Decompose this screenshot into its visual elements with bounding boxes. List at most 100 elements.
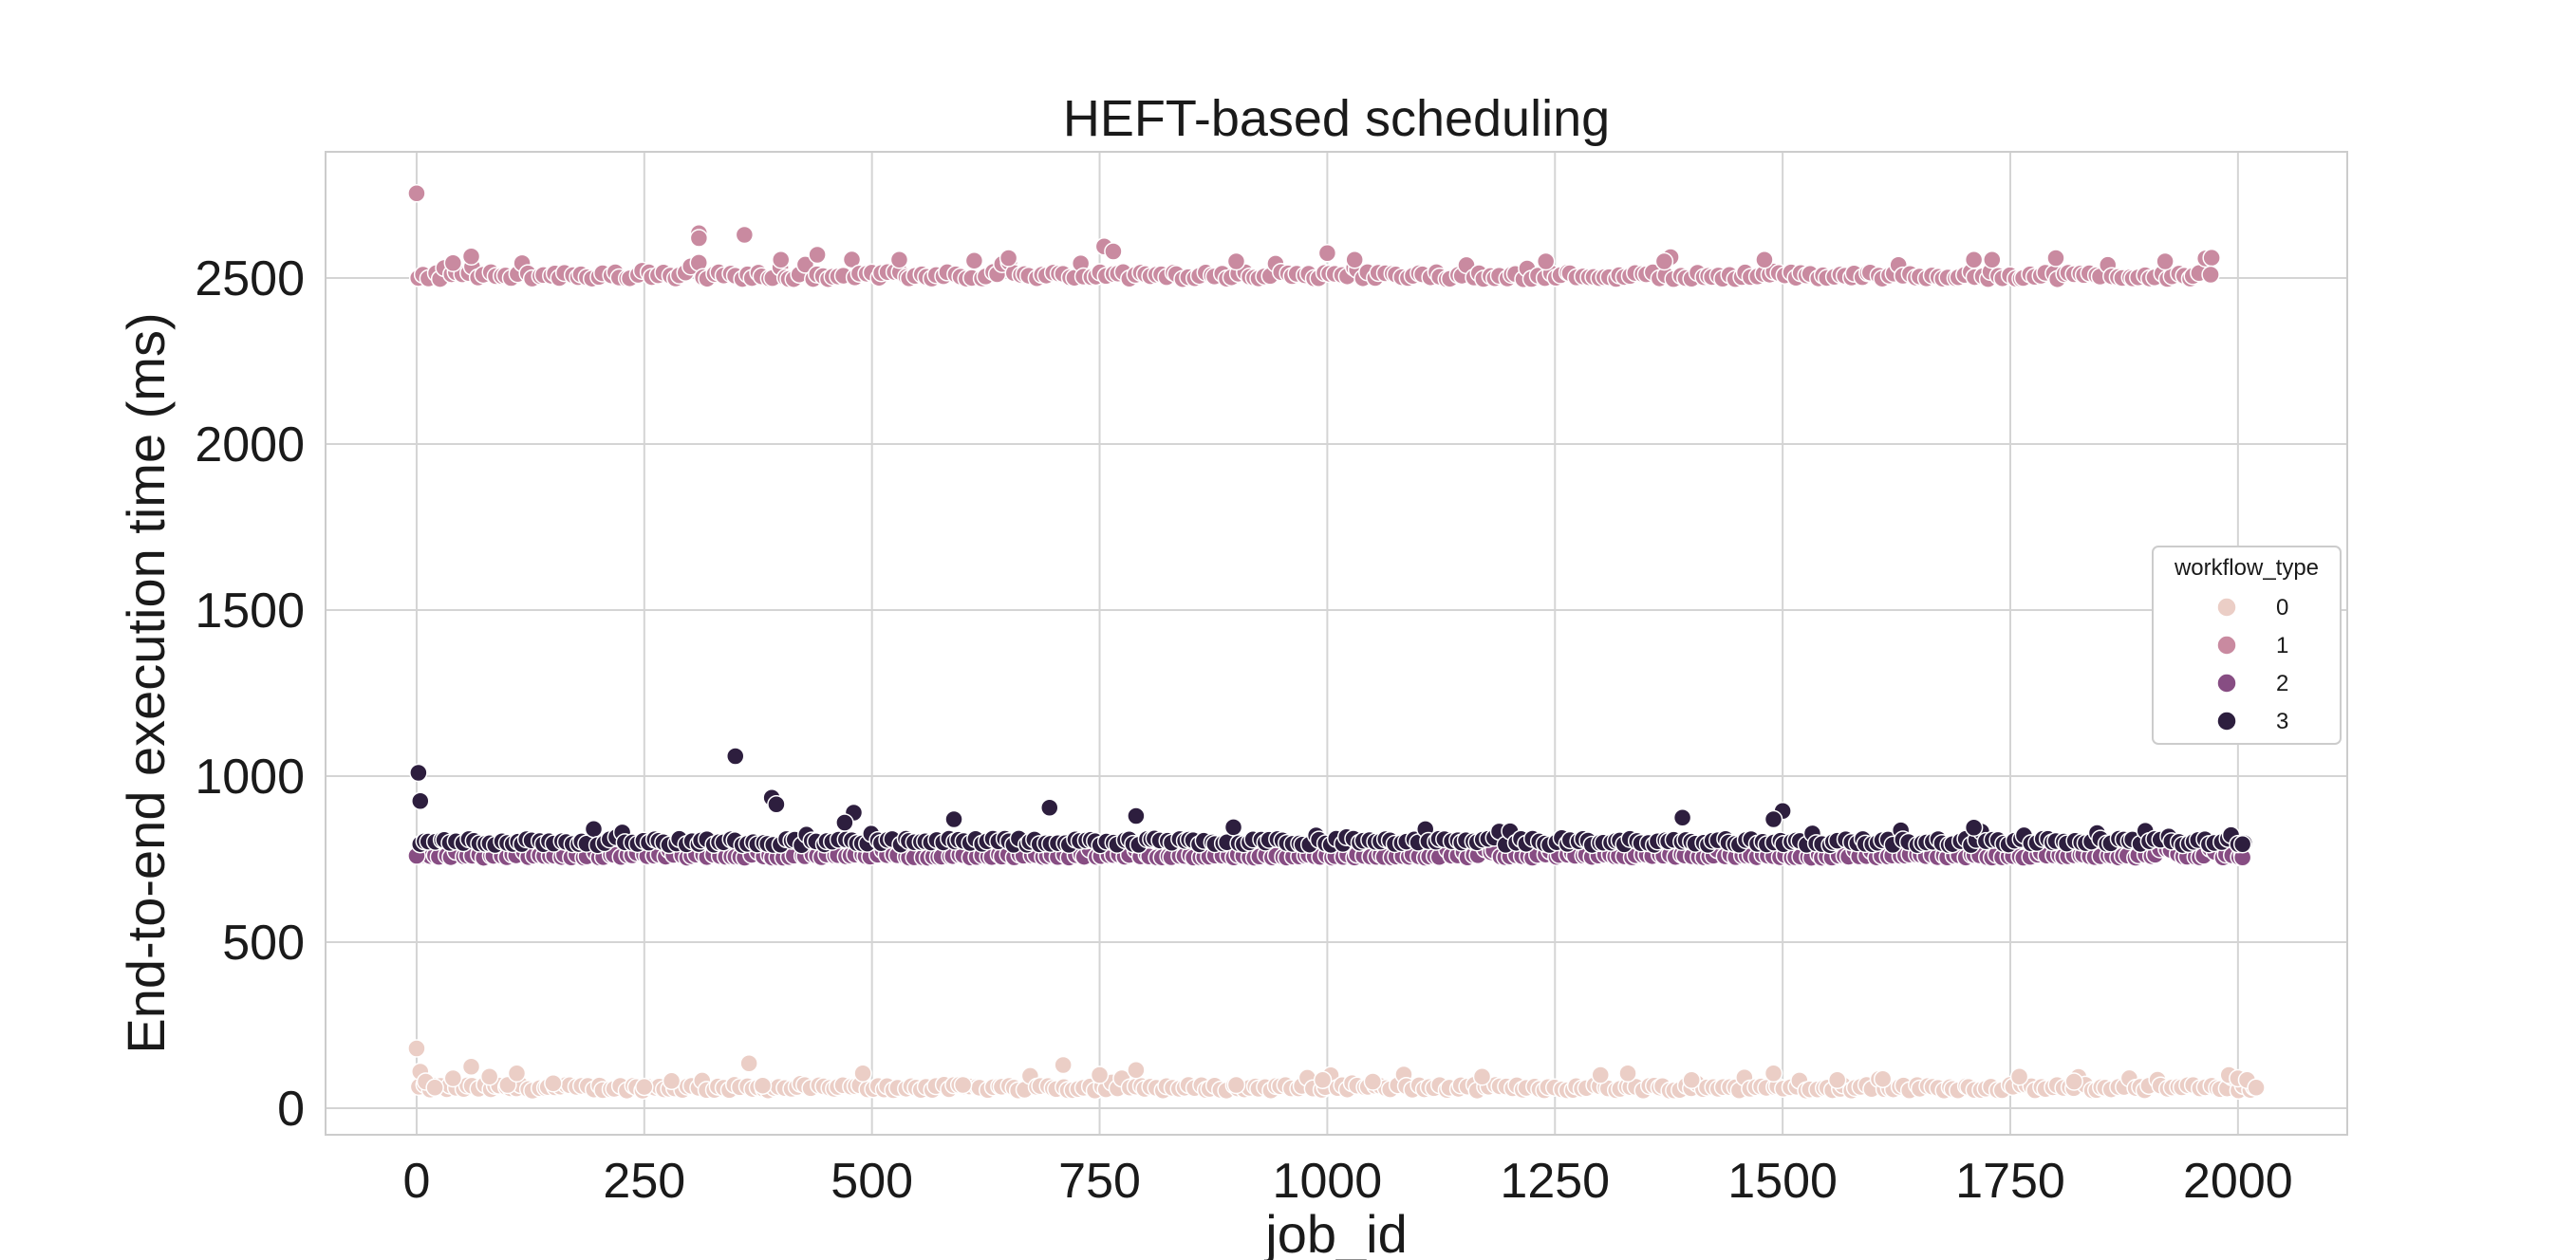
series-3	[409, 747, 2254, 855]
plot-frame	[325, 151, 2348, 1136]
data-point	[1345, 250, 1364, 269]
data-point	[1127, 806, 1146, 825]
x-tick-label: 1250	[1500, 1154, 1610, 1209]
data-points	[407, 184, 2266, 1101]
data-point	[1964, 818, 1984, 837]
y-tick-label: 2500	[195, 251, 305, 306]
legend-entry-3: 3	[2216, 709, 2288, 734]
tick-labels: 0 250 500 750 1000 1250 1500 1750 2000 0 500 1000 15…	[195, 251, 2292, 1209]
legend-label-1: 1	[2276, 633, 2288, 658]
data-point	[808, 245, 827, 265]
data-point	[1536, 251, 1556, 271]
y-tick-label: 500	[222, 916, 305, 971]
data-point	[2009, 1067, 2029, 1086]
data-point	[1764, 1064, 1783, 1083]
data-point	[835, 813, 854, 832]
x-tick-label: 750	[1058, 1154, 1141, 1209]
data-point	[2247, 1078, 2266, 1098]
data-point	[443, 1068, 463, 1088]
data-point	[662, 1071, 681, 1091]
data-point	[407, 184, 426, 203]
data-point	[944, 809, 963, 829]
data-point	[1226, 251, 1246, 271]
data-point	[2202, 248, 2221, 268]
data-point	[2064, 1072, 2083, 1091]
data-point	[739, 1054, 758, 1073]
data-point	[953, 1075, 973, 1095]
data-point	[889, 250, 909, 269]
data-point	[842, 250, 862, 269]
data-point	[1682, 1070, 1701, 1089]
data-point	[1591, 1065, 1610, 1084]
data-point	[689, 229, 709, 248]
data-point	[2046, 249, 2065, 268]
data-point	[1964, 250, 1984, 269]
data-point	[1827, 1070, 1847, 1089]
data-point	[479, 1067, 499, 1086]
data-point	[771, 250, 791, 269]
data-point	[1226, 1075, 1246, 1095]
data-point	[1764, 809, 1783, 829]
legend-marker-1	[2216, 635, 2237, 656]
data-point	[425, 1078, 444, 1098]
y-tick-label: 0	[277, 1082, 305, 1137]
legend-entry-0: 0	[2216, 595, 2288, 621]
x-tick-label: 500	[831, 1154, 913, 1209]
x-tick-label: 250	[603, 1154, 685, 1209]
legend-title: workflow_type	[2174, 555, 2319, 581]
data-point	[2232, 835, 2252, 854]
data-point	[1983, 250, 2002, 269]
data-point	[1317, 244, 1337, 263]
data-point	[1363, 1072, 1383, 1091]
x-tick-label: 1750	[1955, 1154, 2065, 1209]
data-point	[2201, 265, 2220, 285]
y-tick-label: 1500	[195, 584, 305, 639]
data-point	[584, 819, 604, 839]
data-point	[461, 247, 481, 266]
legend-label-2: 2	[2276, 671, 2288, 696]
legend: workflow_type 0 1 2 3	[2152, 546, 2342, 745]
data-point	[507, 1064, 527, 1083]
data-point	[1104, 242, 1123, 261]
data-point	[544, 1074, 563, 1093]
legend-marker-3	[2216, 711, 2237, 732]
data-point	[1672, 808, 1692, 827]
data-point	[1654, 251, 1674, 271]
data-point	[407, 1039, 426, 1058]
data-point	[753, 1076, 773, 1095]
data-point	[999, 249, 1018, 268]
data-point	[411, 791, 430, 810]
legend-box	[2152, 546, 2342, 745]
data-point	[1755, 250, 1774, 269]
data-point	[1873, 1069, 1893, 1088]
data-point	[1223, 818, 1243, 837]
x-tick-label: 1500	[1727, 1154, 1838, 1209]
data-point	[1040, 798, 1059, 817]
data-point	[1618, 1064, 1637, 1083]
legend-label-0: 0	[2276, 595, 2288, 621]
legend-entry-1: 1	[2216, 633, 2288, 658]
data-point	[461, 1057, 481, 1076]
data-point	[735, 225, 755, 245]
data-point	[1472, 1067, 1492, 1086]
data-point	[1054, 1055, 1073, 1075]
legend-entry-2: 2	[2216, 671, 2288, 696]
data-point	[2156, 251, 2175, 271]
legend-label-3: 3	[2276, 709, 2288, 734]
data-point	[853, 1064, 872, 1083]
data-point	[726, 747, 745, 766]
data-point	[635, 1077, 654, 1097]
data-point	[964, 250, 984, 270]
y-axis-label: End-to-end execution time (ms)	[116, 312, 176, 1053]
series-0	[407, 1039, 2266, 1101]
legend-marker-0	[2216, 597, 2237, 618]
legend-marker-2	[2216, 673, 2237, 694]
x-tick-label: 1000	[1273, 1154, 1383, 1209]
data-point	[1313, 1070, 1333, 1089]
data-point	[1127, 1061, 1146, 1080]
x-tick-label: 2000	[2183, 1154, 2293, 1209]
data-point	[1090, 1065, 1110, 1084]
data-point	[767, 795, 786, 814]
